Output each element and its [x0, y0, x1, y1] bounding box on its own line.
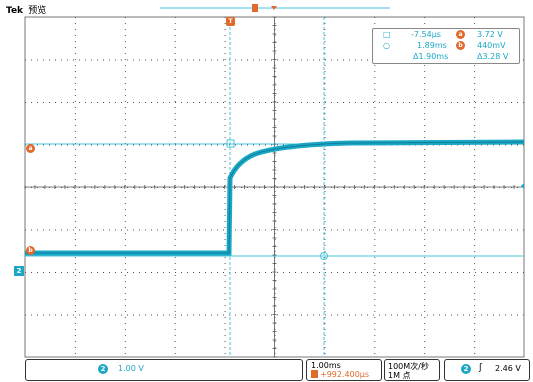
cursor-a-intersection [226, 139, 235, 148]
cursor-b-marker[interactable]: b [26, 246, 35, 255]
channel-ground-marker[interactable]: 2 [14, 266, 24, 276]
square-cursor-icon: □ [383, 30, 391, 39]
scope-brand: Tek 预览 [6, 3, 46, 16]
horizontal-offset-value: +992.400μs [320, 370, 370, 379]
offset-marker-icon [311, 370, 318, 378]
cursor-readout-panel: □ -7.54μs a 3.72 V ○ 1.89ms b 440mV Δ1.9… [372, 28, 520, 64]
trigger-level-arrow [521, 183, 524, 189]
channel-scale-box[interactable]: 2 1.00 V [25, 359, 303, 381]
cursor-voltage-a: 3.72 V [477, 30, 503, 39]
channel-scale-value: 1.00 V [118, 364, 144, 373]
sample-rate-value: 100M次/秒 [388, 362, 429, 371]
circle-cursor-icon: ○ [383, 41, 390, 50]
trigger-box[interactable]: 2 ʃ 2.46 V [444, 359, 530, 381]
mode-label: 预览 [28, 6, 47, 16]
graticule-grid [24, 16, 524, 358]
brand-label: Tek [6, 6, 24, 16]
trigger-marker[interactable]: T [226, 17, 235, 26]
channel-badge: 2 [98, 364, 108, 374]
cursor-delta-voltage: Δ3.28 V [477, 52, 509, 61]
acquisition-box[interactable]: 100M次/秒 1M 点 [384, 359, 440, 381]
cursor-time-1: -7.54μs [411, 30, 441, 39]
timebase-box[interactable]: 1.00ms +992.400μs [306, 359, 382, 381]
waveform-channel-2-core [25, 141, 525, 254]
horizontal-position-marker[interactable] [252, 4, 258, 12]
record-length-value: 1M 点 [388, 371, 411, 380]
trigger-channel-badge: 2 [461, 364, 471, 374]
cursor-a-badge: a [456, 30, 465, 39]
scope-header: Tek 预览 [0, 0, 533, 16]
trigger-level-value: 2.46 V [495, 364, 521, 373]
trigger-position-indicator [271, 6, 277, 10]
cursor-voltage-b: 440mV [477, 41, 506, 50]
trigger-slope-icon: ʃ [479, 363, 483, 373]
timebase-value: 1.00ms [311, 361, 341, 370]
cursor-a-marker[interactable]: a [26, 144, 35, 153]
cursor-b-badge: b [456, 41, 465, 50]
cursor-delta-time: Δ1.90ms [413, 52, 449, 61]
cursor-b-intersection [320, 252, 328, 260]
cursor-time-2: 1.89ms [417, 41, 447, 50]
